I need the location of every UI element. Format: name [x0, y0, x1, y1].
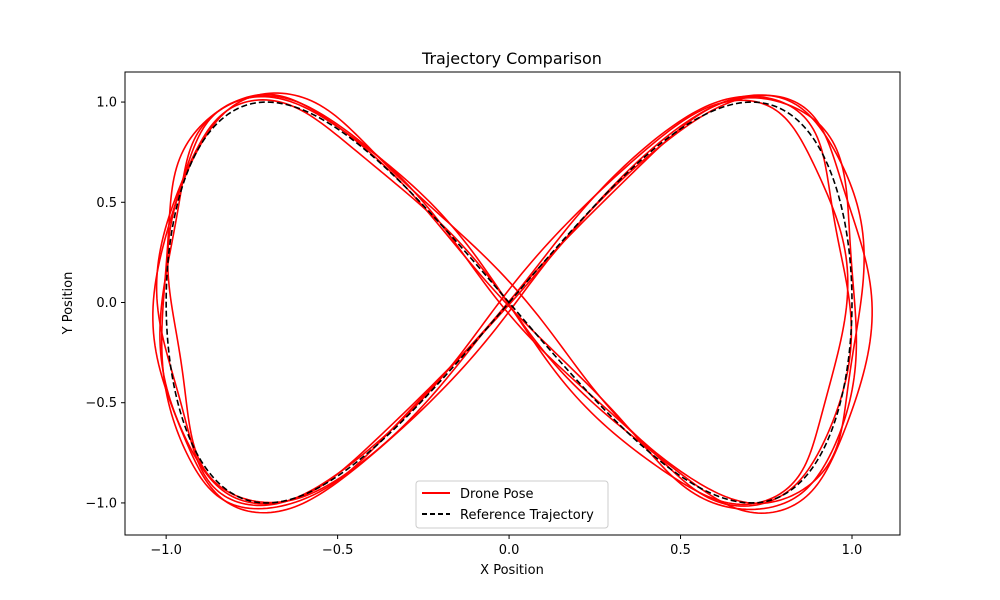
y-axis-ticks: −1.0 −0.5 0.0 0.5 1.0 — [85, 96, 125, 511]
y-axis-label: Y Position — [61, 272, 76, 336]
reference-trajectory-line — [165, 101, 853, 504]
axes-frame — [124, 71, 901, 536]
x-tick-label: −1.0 — [150, 543, 182, 558]
legend-box — [415, 480, 609, 529]
chart-title: Trajectory Comparison — [421, 49, 602, 68]
drone-pose-line — [166, 92, 865, 505]
legend-drone-pose-label: Drone Pose — [460, 487, 534, 502]
legend-reference-trajectory-label: Reference Trajectory — [460, 508, 594, 523]
x-tick-label: 1.0 — [842, 543, 863, 558]
y-tick-label: 0.5 — [96, 196, 117, 211]
legend: Drone Pose Reference Trajectory — [415, 480, 609, 529]
y-tick-label: 0.0 — [96, 296, 117, 311]
drone-pose-line — [155, 99, 849, 507]
x-tick-label: 0.5 — [670, 543, 691, 558]
y-tick-label: −0.5 — [85, 396, 117, 411]
x-axis-label: X Position — [480, 563, 544, 578]
plot-area — [124, 71, 901, 536]
x-axis-ticks: −1.0 −0.5 0.0 0.5 1.0 — [150, 535, 862, 558]
series-layer — [152, 92, 873, 514]
y-tick-label: −1.0 — [85, 496, 117, 511]
y-tick-label: 1.0 — [96, 96, 117, 111]
x-tick-label: 0.0 — [499, 543, 520, 558]
x-tick-label: −0.5 — [322, 543, 354, 558]
